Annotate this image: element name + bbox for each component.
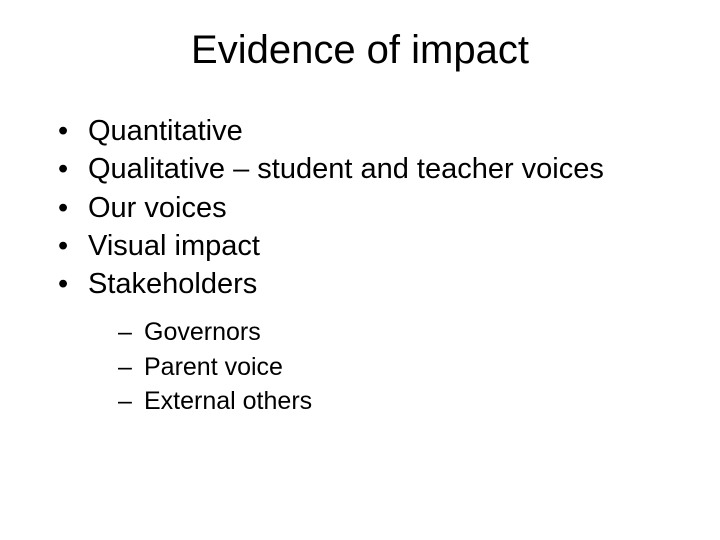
slide-title: Evidence of impact	[0, 0, 720, 83]
sub-bullet-list: Governors Parent voice External others	[88, 316, 720, 418]
list-item: Governors	[118, 316, 720, 349]
list-item: Parent voice	[118, 351, 720, 384]
list-item: Qualitative – student and teacher voices	[58, 151, 720, 187]
list-item: External others	[118, 385, 720, 418]
bullet-list: Quantitative Qualitative – student and t…	[58, 113, 720, 418]
list-item: Quantitative	[58, 113, 720, 149]
bullet-text: Visual impact	[88, 230, 260, 262]
list-item: Visual impact	[58, 228, 720, 264]
bullet-text: Qualitative – student and teacher voices	[88, 153, 604, 185]
bullet-text: Our voices	[88, 192, 227, 224]
bullet-text: Quantitative	[88, 115, 243, 147]
slide: Evidence of impact Quantitative Qualitat…	[0, 0, 720, 540]
bullet-text: Parent voice	[144, 353, 283, 381]
list-item: Our voices	[58, 190, 720, 226]
bullet-text: External others	[144, 387, 312, 415]
bullet-text: Stakeholders	[88, 268, 257, 300]
slide-body: Quantitative Qualitative – student and t…	[0, 83, 720, 418]
list-item: Stakeholders Governors Parent voice Exte…	[58, 266, 720, 418]
bullet-text: Governors	[144, 318, 261, 346]
